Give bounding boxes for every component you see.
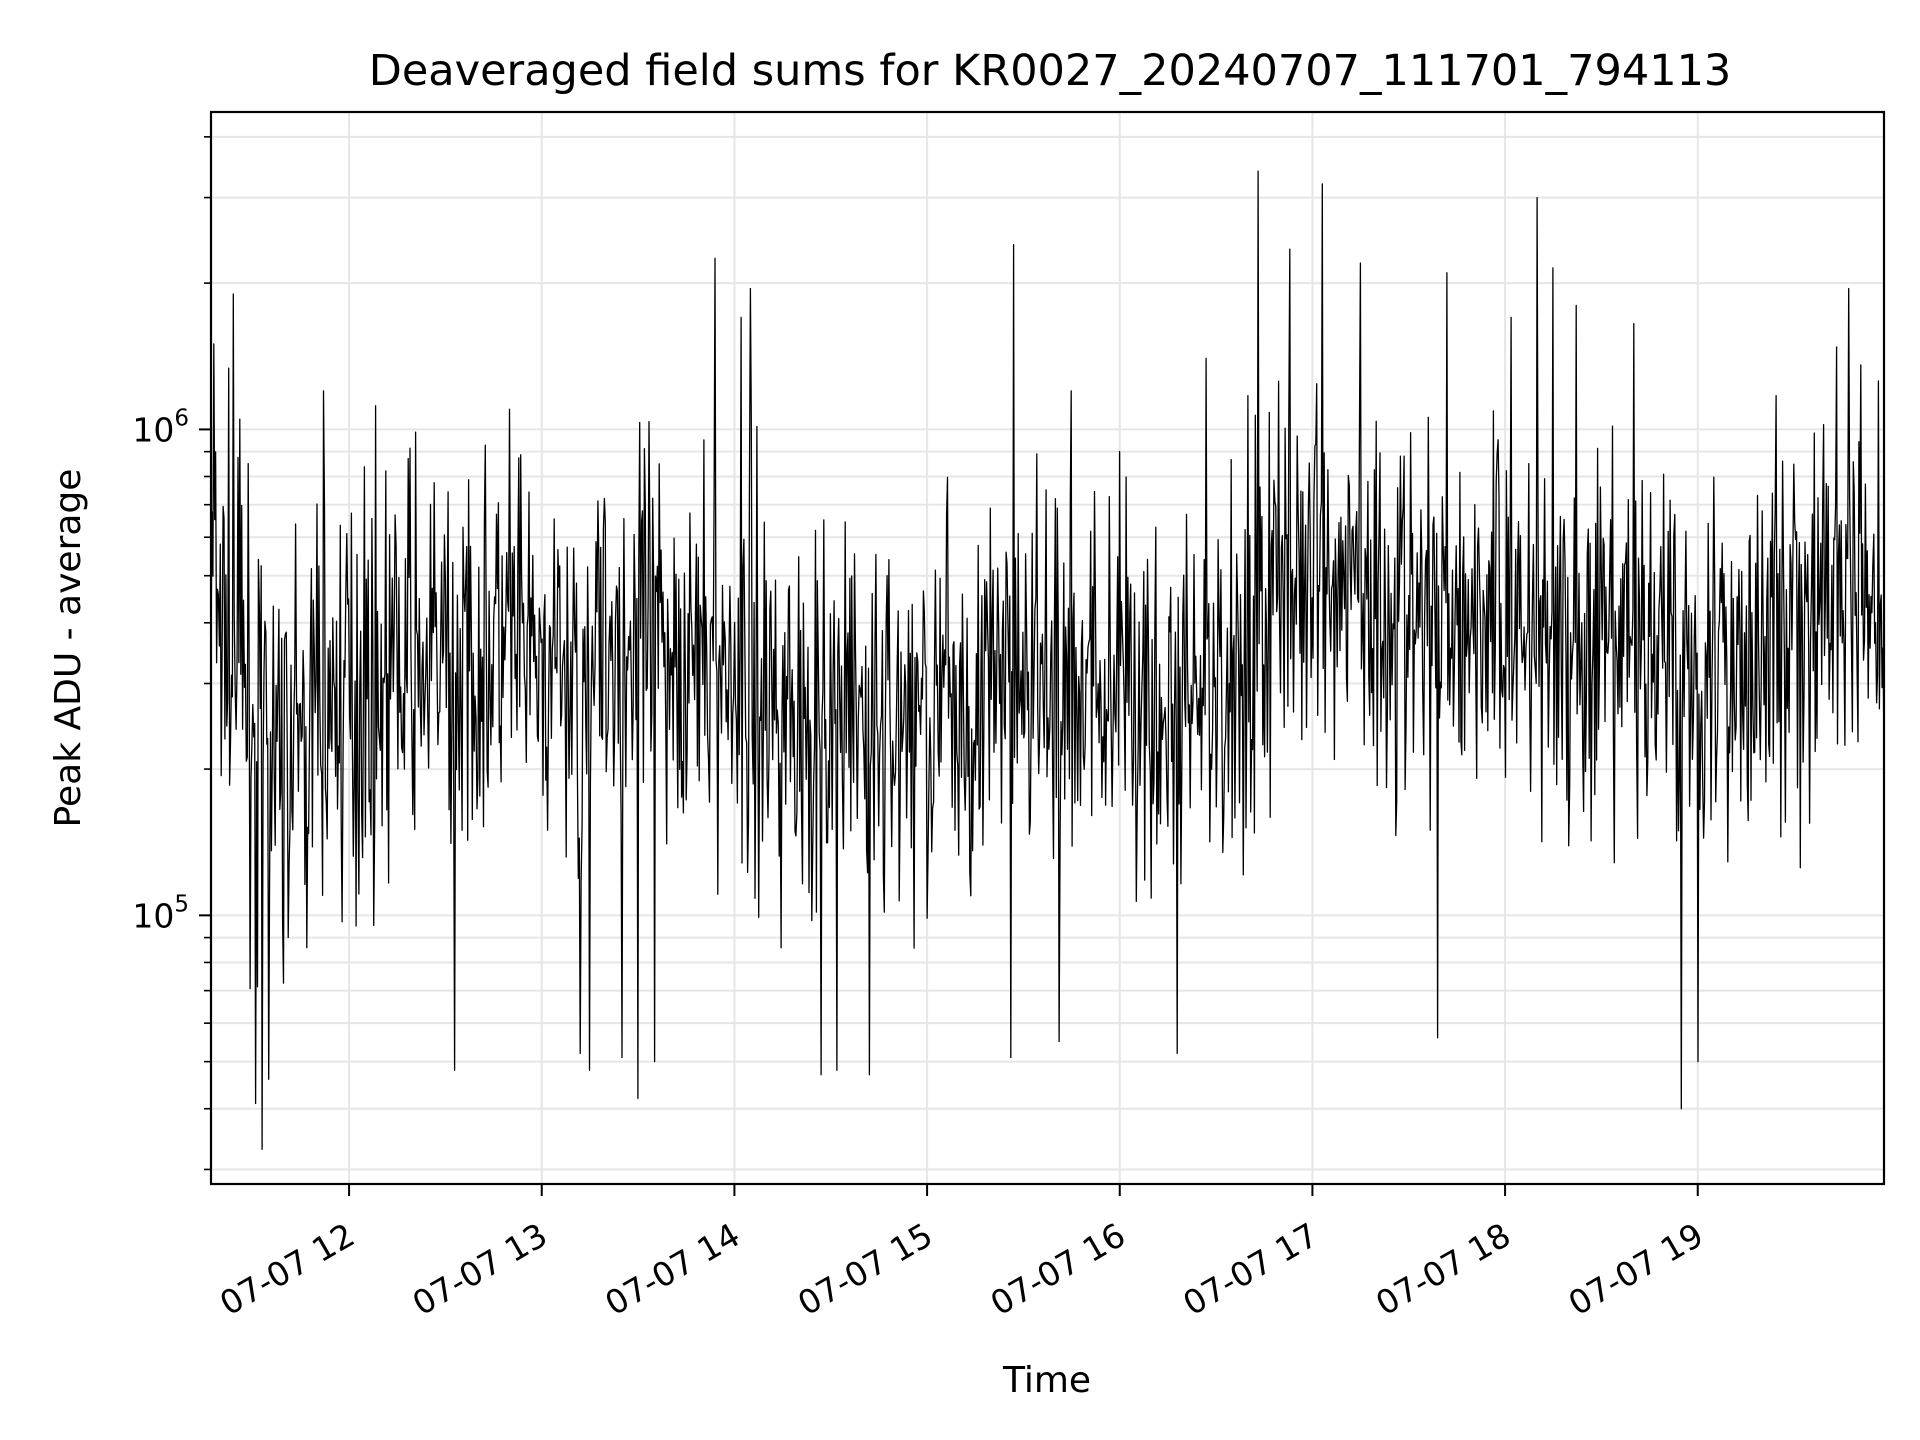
y-tick-exponent: 5 [174, 891, 189, 917]
y-tick-label: 105 [132, 891, 189, 935]
y-axis-label: Peak ADU - average [48, 469, 89, 828]
grid [211, 112, 1884, 1184]
plot-area-frame [209, 110, 1886, 1186]
x-axis-label: Time [1002, 1360, 1091, 1401]
series-line [210, 170, 1885, 1150]
chart-title: Deaveraged field sums for KR0027_2024070… [369, 46, 1732, 96]
y-tick-base: 10 [132, 410, 174, 449]
series-path [210, 170, 1885, 1150]
y-tick-base: 10 [132, 896, 174, 935]
y-tick-exponent: 6 [174, 405, 189, 431]
y-tick-label: 106 [132, 405, 189, 449]
